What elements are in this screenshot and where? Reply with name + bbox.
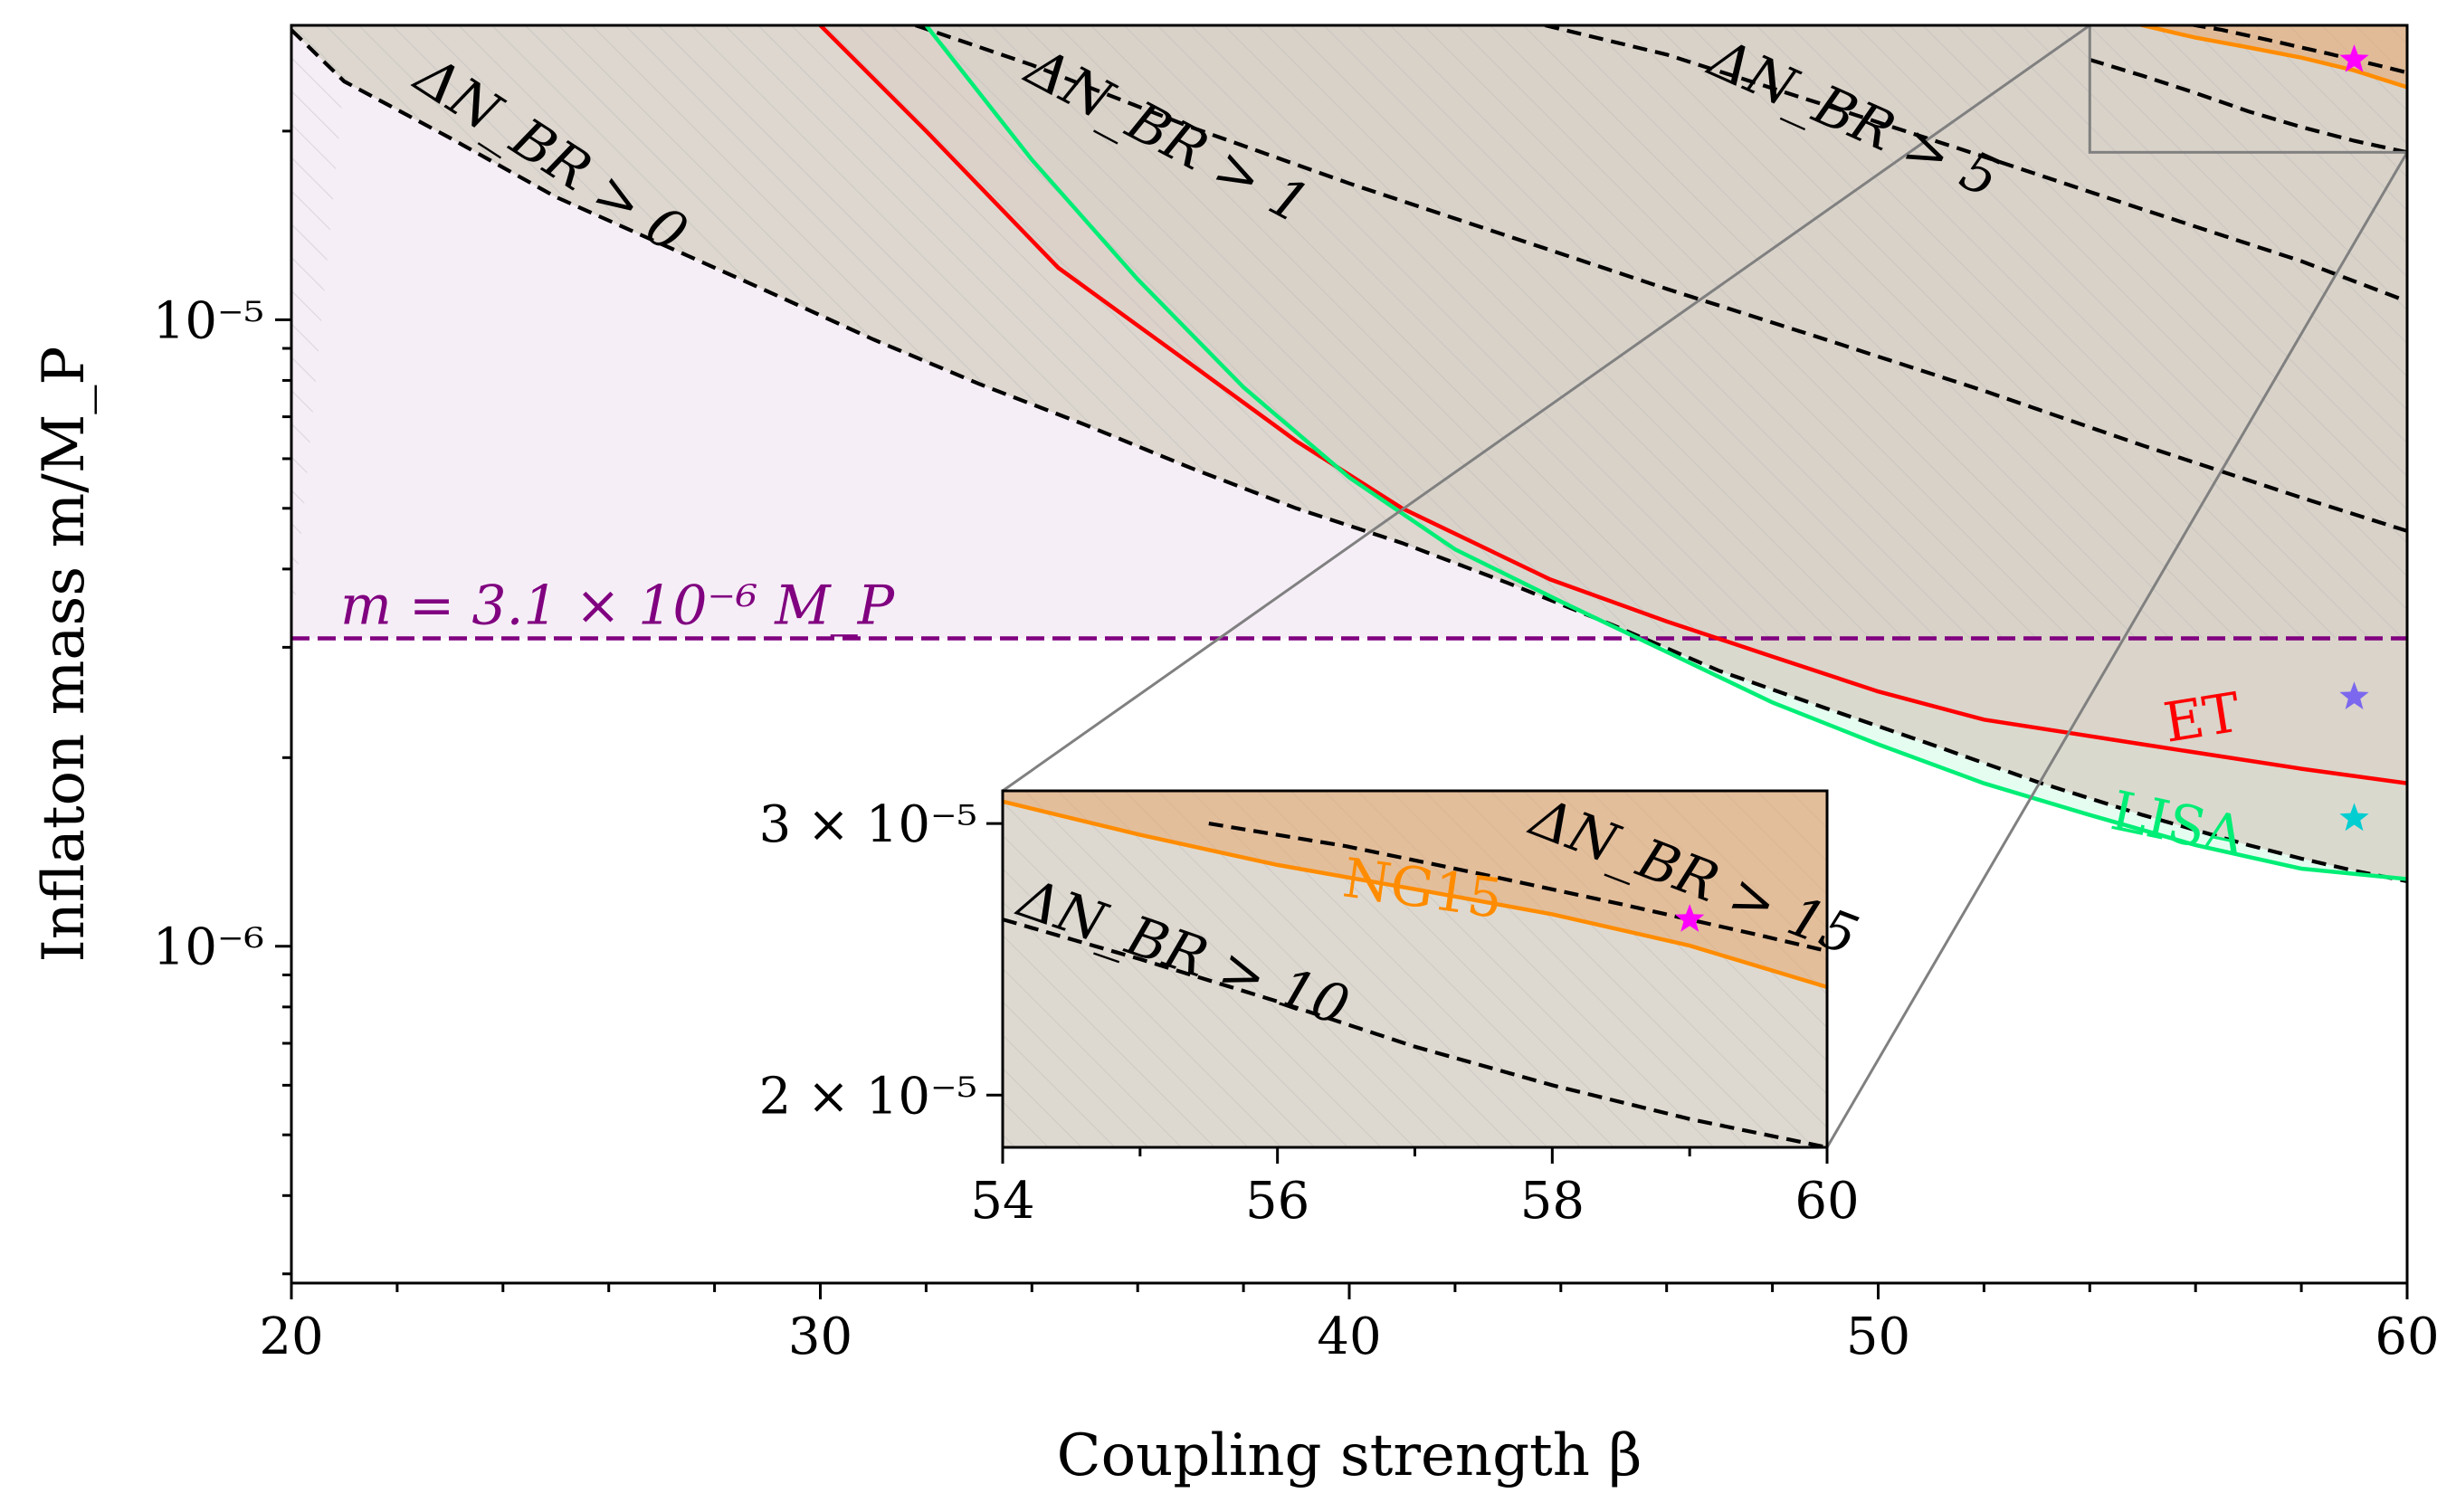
inset-plot-content — [1003, 791, 1827, 1147]
series-label-et: ET — [2159, 681, 2244, 756]
contour-n-br-10 — [2089, 57, 2407, 155]
mass-line-label: m = 3.1 × 10⁻⁶ M_P — [340, 575, 896, 638]
contour-n-br-5 — [1544, 25, 2407, 303]
inset-y-tick-label: 2 × 10⁻⁵ — [759, 1067, 977, 1126]
marker-lisa-star — [2339, 803, 2369, 832]
contour-n-br-1 — [915, 25, 2407, 533]
excluded-hatch — [291, 25, 2407, 639]
x-tick-label: 60 — [2375, 1308, 2439, 1366]
series-ng15 — [2134, 25, 2407, 90]
zoom-connector-lower — [1825, 151, 2409, 1148]
x-tick-label: 30 — [788, 1308, 852, 1366]
main-plot-content — [291, 25, 2407, 883]
inset-x-tick-label: 58 — [1520, 1172, 1585, 1231]
inset-y-tick-label: 3 × 10⁻⁵ — [759, 795, 977, 854]
x-tick-label: 40 — [1317, 1308, 1381, 1366]
inset-marker-ng15-star — [1675, 904, 1705, 932]
y-axis-title: Inflaton mass m/M_P — [31, 347, 98, 963]
y-tick-label: 10⁻⁶ — [153, 918, 264, 977]
inset-series-ng15 — [1003, 799, 1827, 990]
x-tick-label: 20 — [259, 1308, 323, 1366]
series-lisa — [924, 25, 2407, 881]
ng15-region — [2090, 25, 2407, 88]
marker-ng15-star — [2339, 44, 2369, 72]
inset-x-tick-label: 56 — [1245, 1172, 1309, 1231]
series-et — [818, 25, 2407, 785]
x-tick-label: 50 — [1846, 1308, 1910, 1366]
marker-et-star — [2339, 681, 2369, 709]
inset-x-tick-label: 60 — [1794, 1172, 1859, 1231]
contour-n-br-0 — [291, 28, 2407, 883]
inset-contour-n-br-15 — [1208, 822, 1827, 954]
zoom-connector-upper — [1002, 24, 2091, 793]
inset-contour-n-br-10 — [1003, 918, 1827, 1147]
inset-x-tick-label: 54 — [970, 1172, 1034, 1231]
x-axis-title: Coupling strength β — [1057, 1422, 1642, 1489]
y-tick-label: 10⁻⁵ — [153, 291, 264, 350]
